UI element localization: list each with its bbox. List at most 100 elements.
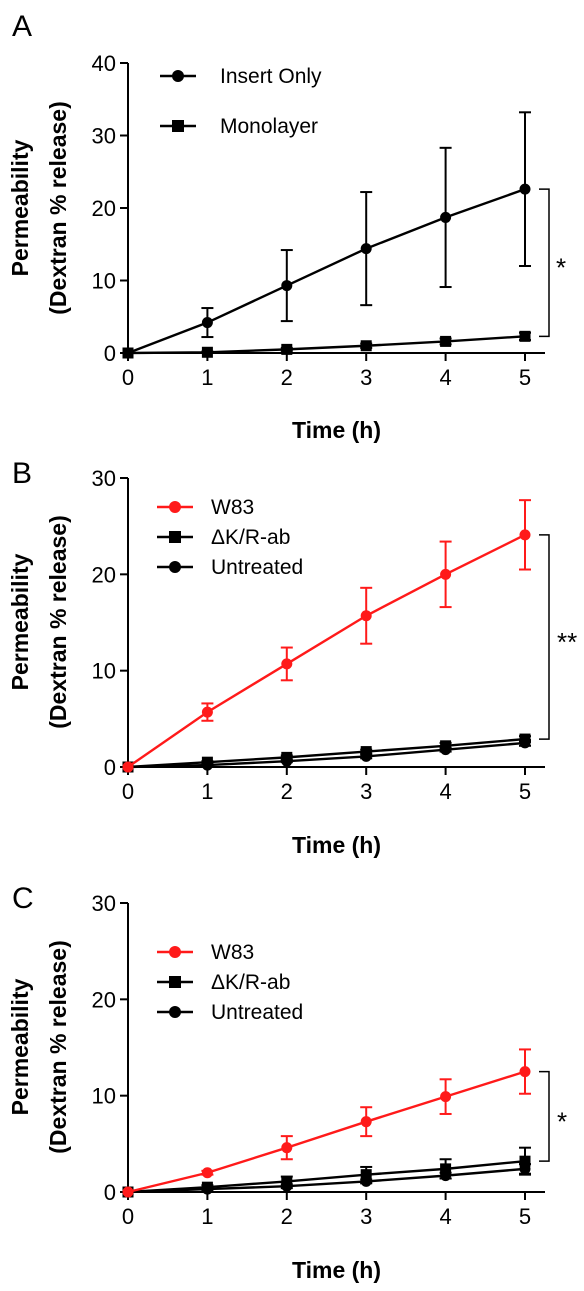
series-line — [127, 1159, 526, 1194]
y-tick-label: 20 — [92, 562, 116, 587]
y-axis-title-line: Permeability — [7, 978, 33, 1115]
data-point — [440, 744, 452, 756]
data-point — [519, 737, 531, 749]
x-tick-label: 4 — [439, 365, 451, 390]
data-point — [519, 330, 531, 342]
y-tick-label: 30 — [92, 891, 116, 916]
data-point — [122, 347, 134, 359]
significance-bracket — [539, 534, 550, 740]
significance-label: ** — [557, 627, 577, 657]
y-axis-title-line: (Dextran % release) — [45, 940, 71, 1154]
data-point — [281, 1180, 293, 1192]
x-tick-label: 4 — [439, 779, 451, 804]
series-line — [127, 737, 526, 769]
data-point — [201, 1183, 213, 1195]
x-tick-label: 0 — [122, 779, 134, 804]
legend-label: W83 — [211, 941, 254, 964]
y-tick-label: 40 — [92, 51, 116, 76]
data-point — [519, 1163, 531, 1175]
x-tick-label: 3 — [360, 365, 372, 390]
legend-marker — [169, 501, 181, 513]
panel-b-chart: B 0 10 20 30 0 1 2 3 4 5 Time (h) Permeability (Dextr… — [7, 457, 577, 858]
legend-label: ΔK/R-ab — [211, 526, 290, 549]
y-tick-label: 20 — [92, 196, 116, 221]
data-point — [122, 1186, 134, 1198]
legend-label: Untreated — [211, 1001, 303, 1024]
data-point — [519, 1066, 531, 1078]
x-tick-label: 0 — [122, 1204, 134, 1229]
x-tick-label: 1 — [201, 365, 213, 390]
significance-bracket — [539, 1070, 550, 1162]
y-tick-label: 0 — [104, 1180, 116, 1205]
data-point — [519, 529, 531, 541]
legend-marker — [169, 531, 181, 543]
legend-marker — [172, 70, 184, 82]
x-tick-label: 1 — [201, 1204, 213, 1229]
data-point — [440, 335, 452, 347]
panel-c-chart: C 0 10 20 30 0 1 2 3 4 5 Time (h) Permeability (Dextr… — [7, 882, 567, 1283]
x-tick-label: 3 — [360, 1204, 372, 1229]
x-tick-label: 2 — [281, 1204, 293, 1229]
data-point — [440, 1091, 452, 1103]
panel-letter: B — [12, 457, 32, 490]
x-tick-label: 1 — [201, 779, 213, 804]
data-point — [440, 211, 452, 223]
x-tick-label: 5 — [519, 1204, 531, 1229]
y-tick-label: 30 — [92, 466, 116, 491]
data-point — [201, 759, 213, 771]
series-monolayer — [122, 330, 531, 359]
x-axis-title: Time (h) — [292, 832, 381, 858]
y-tick-label: 0 — [104, 341, 116, 366]
y-tick-label: 0 — [104, 755, 116, 780]
legend-label: Monolayer — [220, 115, 318, 138]
panel-letter: A — [12, 10, 32, 43]
data-point — [440, 1170, 452, 1182]
legend-marker — [169, 976, 181, 988]
significance-label: * — [557, 1106, 567, 1136]
data-point — [519, 183, 531, 195]
data-point — [281, 343, 293, 355]
y-tick-label: 10 — [92, 269, 116, 294]
panel-a-chart: A 0 10 20 30 40 0 1 2 3 4 5 Time (h) Permeability (Dex… — [7, 10, 566, 443]
series-line — [127, 1070, 526, 1194]
x-tick-label: 5 — [519, 779, 531, 804]
series-w83 — [122, 499, 531, 773]
series-line — [127, 188, 526, 355]
x-tick-label: 2 — [281, 365, 293, 390]
legend: W83 ΔK/R-ab Untreated — [157, 941, 303, 1024]
y-axis-title-line: Permeability — [7, 553, 33, 690]
legend-label: ΔK/R-ab — [211, 971, 290, 994]
x-tick-label: 0 — [122, 365, 134, 390]
y-tick-label: 20 — [92, 987, 116, 1012]
y-tick-label: 10 — [92, 659, 116, 684]
data-point — [281, 1142, 293, 1154]
series-line — [127, 741, 526, 769]
x-tick-label: 4 — [439, 1204, 451, 1229]
y-tick-label: 30 — [92, 124, 116, 149]
y-tick-label: 10 — [92, 1084, 116, 1109]
series-insert-only — [122, 111, 531, 359]
x-axis-title: Time (h) — [292, 1257, 381, 1283]
data-point — [440, 1163, 452, 1175]
data-point — [360, 1169, 372, 1181]
y-axis-title-line: Permeability — [7, 139, 33, 276]
x-tick-label: 2 — [281, 779, 293, 804]
data-point — [360, 1116, 372, 1128]
series-w83 — [122, 1048, 531, 1198]
y-axis-title-line: (Dextran % release) — [45, 101, 71, 315]
legend-label: Untreated — [211, 556, 303, 579]
legend: W83 ΔK/R-ab Untreated — [157, 496, 303, 579]
series-line — [127, 533, 526, 768]
legend-marker — [169, 1006, 181, 1018]
data-point — [201, 346, 213, 358]
data-point — [440, 568, 452, 580]
series-line — [127, 1167, 526, 1194]
data-point — [360, 750, 372, 762]
legend-marker — [172, 120, 184, 132]
x-tick-label: 3 — [360, 779, 372, 804]
data-point — [360, 243, 372, 255]
data-point — [360, 610, 372, 622]
data-point — [281, 280, 293, 292]
legend-label: Insert Only — [220, 65, 322, 88]
